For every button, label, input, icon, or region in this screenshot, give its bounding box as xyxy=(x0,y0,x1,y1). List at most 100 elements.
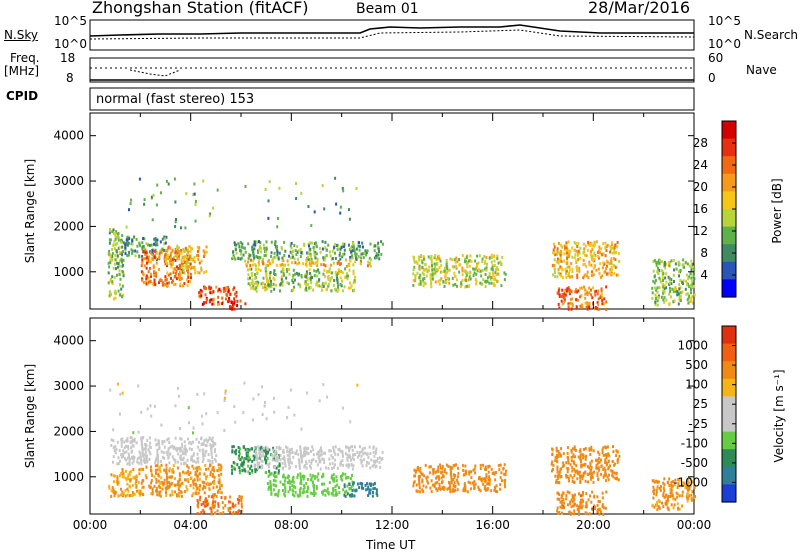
velocity-cell xyxy=(366,452,369,456)
power-cell xyxy=(135,237,138,241)
power-cell xyxy=(566,248,569,252)
power-cell xyxy=(143,281,145,285)
power-colorbar-segment xyxy=(722,226,736,245)
power-cell xyxy=(247,277,250,281)
nsearch-tick-bottom: 10^0 xyxy=(708,37,741,51)
velocity-cell xyxy=(453,473,455,477)
power-cell xyxy=(670,259,673,263)
power-cell xyxy=(153,281,156,285)
power-cell xyxy=(672,273,675,277)
velocity-cell xyxy=(120,441,123,445)
velocity-cell xyxy=(245,451,248,455)
velocity-cell xyxy=(672,497,675,501)
velocity-cell xyxy=(138,468,141,472)
power-cell xyxy=(662,296,665,300)
velocity-cell xyxy=(453,481,456,485)
velocity-cell xyxy=(289,448,291,452)
velocity-cell xyxy=(350,463,353,467)
power-cell xyxy=(376,244,379,248)
freq-dip xyxy=(129,69,181,77)
velocity-cell xyxy=(174,477,176,481)
velocity-cell xyxy=(556,497,559,501)
power-cell xyxy=(685,279,688,283)
velocity-cell xyxy=(662,486,665,490)
velocity-cell xyxy=(233,405,236,409)
power-cell xyxy=(583,262,586,266)
power-cell xyxy=(453,258,456,262)
power-cell xyxy=(614,251,616,255)
power-cell xyxy=(464,276,467,279)
velocity-cell xyxy=(210,447,213,451)
power-cell xyxy=(357,244,360,248)
power-cell xyxy=(335,202,338,206)
power-cell xyxy=(336,289,339,293)
power-cell xyxy=(150,257,153,261)
velocity-cell xyxy=(590,500,593,504)
power-cell xyxy=(610,258,613,262)
velocity-cell xyxy=(251,447,253,451)
power-cell xyxy=(117,289,120,293)
velocity-cell xyxy=(349,477,352,481)
velocity-cell xyxy=(686,482,689,486)
power-cell xyxy=(373,249,376,253)
velocity-cell xyxy=(369,484,372,488)
velocity-cell xyxy=(565,494,568,497)
velocity-cell xyxy=(425,476,428,480)
velocity-cell xyxy=(694,495,696,498)
power-cell xyxy=(594,293,597,297)
power-cell xyxy=(484,259,487,263)
velocity-cell xyxy=(435,476,438,480)
velocity-cell xyxy=(477,485,480,489)
power-cell xyxy=(339,270,342,274)
power-cell xyxy=(141,247,144,251)
power-cell xyxy=(154,240,157,244)
velocity-cell xyxy=(372,446,375,450)
velocity-cell xyxy=(655,491,658,494)
power-cell xyxy=(364,249,367,253)
power-cell xyxy=(307,282,310,286)
power-cell xyxy=(158,256,160,260)
velocity-cell xyxy=(110,473,113,477)
power-cell xyxy=(212,297,215,301)
power-cell xyxy=(131,249,134,253)
velocity-cell xyxy=(243,381,246,385)
velocity-cell xyxy=(320,450,323,454)
power-cell xyxy=(278,186,281,190)
velocity-cell xyxy=(601,491,604,495)
power-cell xyxy=(338,253,341,257)
velocity-cell xyxy=(130,450,133,454)
power-cell xyxy=(302,262,305,266)
power-cell xyxy=(413,265,416,269)
velocity-cell xyxy=(488,478,491,482)
velocity-colorbar-segment xyxy=(722,326,736,345)
velocity-cell xyxy=(356,383,359,387)
velocity-cell xyxy=(114,445,117,449)
velocity-cell xyxy=(591,472,594,476)
power-cell xyxy=(600,291,603,295)
velocity-cell xyxy=(605,456,608,460)
power-cell xyxy=(493,254,495,258)
power-cell xyxy=(114,253,117,257)
velocity-cell xyxy=(192,492,195,496)
power-cell xyxy=(269,271,272,274)
velocity-cell xyxy=(181,481,184,485)
velocity-cell xyxy=(421,478,424,482)
power-cell xyxy=(583,274,586,278)
power-cell xyxy=(597,249,600,253)
power-cell xyxy=(243,246,246,250)
power-cell xyxy=(446,270,449,274)
power-cell xyxy=(126,254,129,257)
velocity-cell xyxy=(179,454,182,458)
power-cell xyxy=(193,256,196,260)
power-cell xyxy=(469,271,472,275)
power-cell xyxy=(658,269,661,272)
velocity-cell xyxy=(464,489,467,493)
power-cell xyxy=(185,255,188,259)
power-cell xyxy=(597,307,600,311)
velocity-cell xyxy=(174,490,177,494)
power-cell xyxy=(434,265,437,269)
power-cell xyxy=(600,287,603,291)
velocity-cell xyxy=(559,505,562,509)
velocity-cell xyxy=(306,485,309,489)
velocity-cell xyxy=(263,404,266,408)
